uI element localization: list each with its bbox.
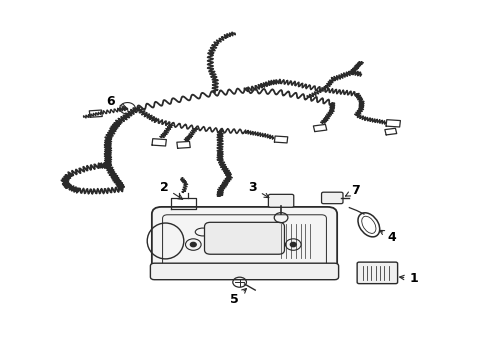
FancyBboxPatch shape xyxy=(150,263,338,280)
FancyBboxPatch shape xyxy=(204,222,284,254)
Text: 1: 1 xyxy=(399,272,417,285)
Circle shape xyxy=(261,242,266,247)
FancyBboxPatch shape xyxy=(356,262,397,284)
FancyBboxPatch shape xyxy=(321,192,342,204)
Circle shape xyxy=(290,242,296,247)
Circle shape xyxy=(219,242,225,247)
Text: 6: 6 xyxy=(106,95,126,108)
FancyBboxPatch shape xyxy=(268,194,293,207)
Text: 3: 3 xyxy=(248,181,268,198)
Text: 7: 7 xyxy=(345,184,359,197)
Circle shape xyxy=(190,242,196,247)
Text: 4: 4 xyxy=(379,230,396,244)
Text: 2: 2 xyxy=(160,181,182,199)
Text: 5: 5 xyxy=(230,288,246,306)
FancyBboxPatch shape xyxy=(152,207,336,275)
